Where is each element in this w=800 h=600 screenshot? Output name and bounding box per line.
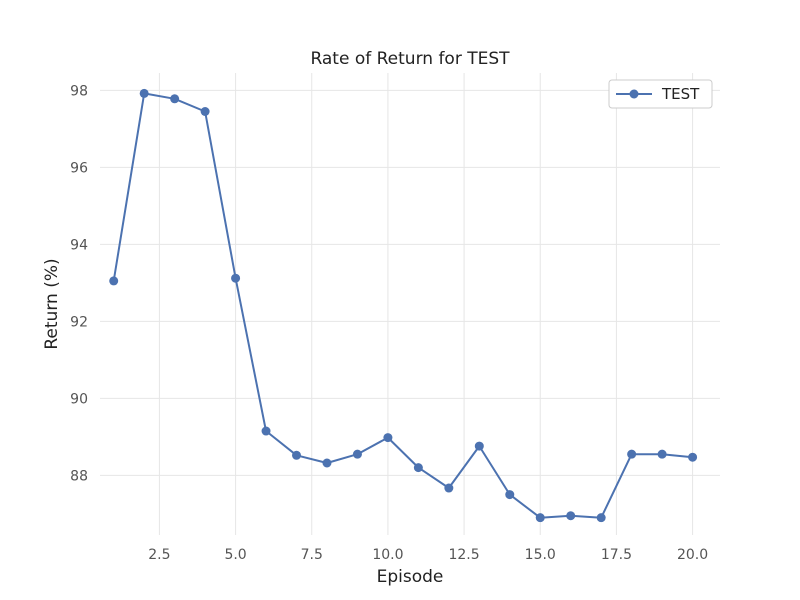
y-axis-label: Return (%) bbox=[42, 258, 62, 349]
chart-title: Rate of Return for TEST bbox=[310, 49, 510, 69]
data-point bbox=[596, 513, 606, 523]
y-tick-label: 94 bbox=[70, 237, 88, 253]
x-tick-label: 17.5 bbox=[601, 547, 632, 563]
data-point bbox=[261, 426, 271, 436]
y-tick-label: 96 bbox=[70, 160, 88, 176]
x-tick-label: 2.5 bbox=[148, 547, 170, 563]
x-axis-label: Episode bbox=[377, 567, 444, 587]
x-tick-label: 15.0 bbox=[525, 547, 556, 563]
x-tick-label: 12.5 bbox=[448, 547, 479, 563]
data-point bbox=[657, 449, 667, 459]
data-point bbox=[444, 483, 454, 493]
legend-label: TEST bbox=[661, 85, 700, 103]
x-tick-label: 20.0 bbox=[677, 547, 708, 563]
data-point bbox=[292, 450, 302, 460]
y-tick-label: 90 bbox=[70, 391, 88, 407]
x-tick-label: 10.0 bbox=[372, 547, 403, 563]
y-tick-label: 98 bbox=[70, 83, 88, 99]
data-point bbox=[627, 449, 637, 459]
data-point bbox=[505, 490, 515, 500]
x-tick-labels: 2.5 5.0 7.5 10.0 12.5 15.0 17.5 20.0 bbox=[148, 547, 708, 563]
data-point bbox=[322, 458, 332, 468]
legend-box bbox=[608, 79, 713, 109]
y-tick-label: 92 bbox=[70, 314, 88, 330]
data-point bbox=[231, 273, 241, 283]
data-point bbox=[383, 433, 393, 443]
y-tick-label: 88 bbox=[70, 468, 88, 484]
x-tick-label: 5.0 bbox=[224, 547, 246, 563]
data-point bbox=[170, 94, 180, 104]
x-tick-label: 7.5 bbox=[301, 547, 323, 563]
data-point bbox=[535, 513, 545, 523]
data-point bbox=[139, 88, 149, 98]
grid bbox=[100, 73, 720, 535]
data-point bbox=[413, 463, 423, 473]
series-group bbox=[109, 88, 698, 523]
data-point bbox=[688, 452, 698, 462]
data-point bbox=[352, 449, 362, 459]
legend-marker bbox=[629, 89, 639, 99]
series-line bbox=[112, 92, 693, 519]
data-point bbox=[474, 441, 484, 451]
data-point bbox=[566, 511, 576, 521]
y-tick-labels: 88 90 92 94 96 98 bbox=[70, 83, 88, 484]
legend: TEST bbox=[608, 79, 713, 109]
data-point bbox=[200, 107, 210, 116]
data-point bbox=[109, 276, 119, 286]
